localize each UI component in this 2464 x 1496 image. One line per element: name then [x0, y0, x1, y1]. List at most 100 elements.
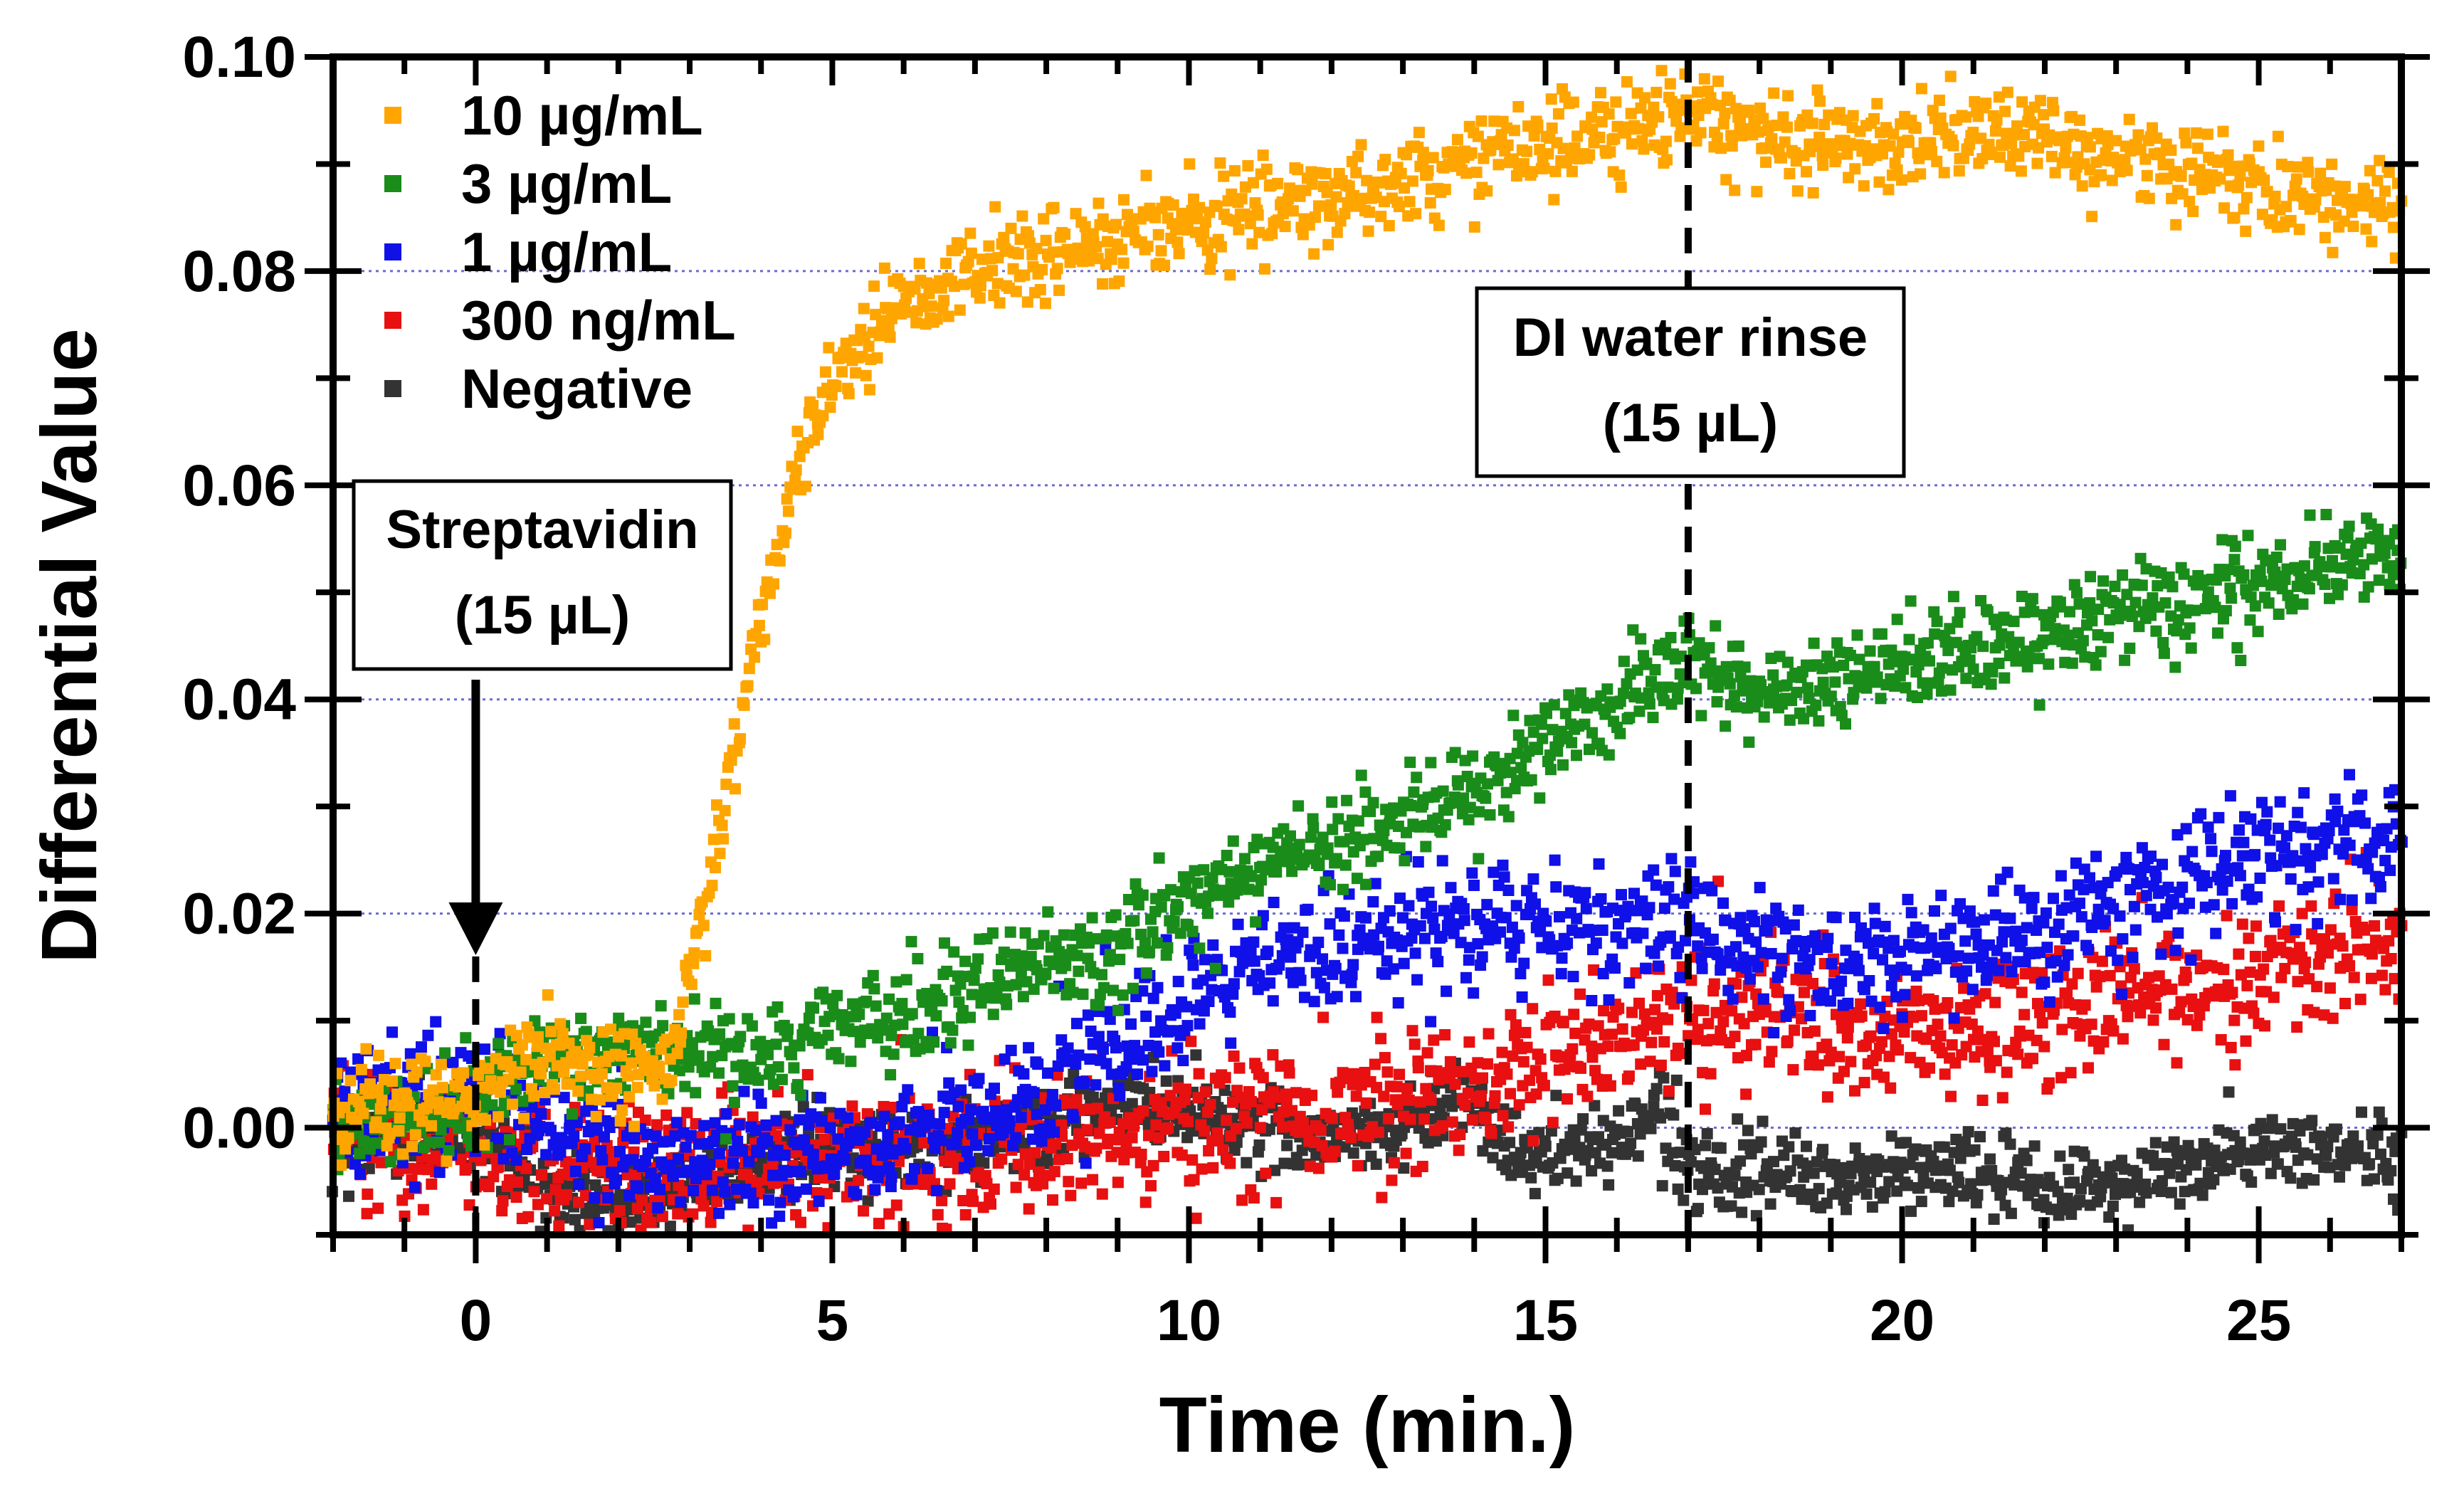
data-point [2026, 902, 2038, 915]
data-point [1444, 1055, 1456, 1068]
data-point [1162, 942, 1174, 954]
data-point [1017, 991, 1029, 1003]
data-point [2379, 855, 2391, 867]
data-point [1446, 1116, 1458, 1128]
data-point [1495, 926, 1507, 938]
data-point [1865, 1030, 1877, 1042]
data-point [873, 1218, 885, 1230]
data-point [1959, 1136, 1971, 1148]
data-point [1567, 1043, 1579, 1055]
data-point [1207, 1161, 1219, 1174]
data-point [1680, 934, 1691, 947]
data-point [1193, 1068, 1205, 1080]
data-point [1153, 1046, 1165, 1058]
data-point [1646, 1036, 1658, 1048]
data-point [1727, 993, 1739, 1005]
data-point [1168, 915, 1180, 927]
data-point [2233, 824, 2245, 836]
data-point [2021, 660, 2033, 673]
data-point [2134, 1007, 2147, 1019]
data-point [1125, 1018, 1137, 1030]
data-point [1245, 1096, 1257, 1107]
data-point [869, 1184, 881, 1196]
data-point [2316, 1131, 2328, 1143]
data-point [1420, 841, 1432, 853]
data-point [1724, 678, 1736, 690]
data-point [2279, 963, 2291, 974]
data-point [1575, 1062, 1586, 1074]
data-point [1764, 1198, 1776, 1210]
data-point [1285, 830, 1296, 842]
data-point [1010, 1181, 1022, 1194]
data-point [2125, 971, 2137, 984]
data-point [1789, 1024, 1801, 1036]
data-point [1967, 663, 1979, 675]
data-point [988, 1183, 1000, 1195]
data-point [893, 1116, 905, 1128]
data-point [1910, 1143, 1922, 1155]
data-point [1329, 1145, 1341, 1157]
data-point [1575, 687, 1587, 699]
data-point [1813, 715, 1825, 727]
data-point [962, 1039, 974, 1051]
data-point [2196, 1189, 2208, 1201]
data-point [2202, 821, 2214, 833]
data-point [749, 1124, 762, 1137]
data-point [1439, 818, 1451, 831]
data-point [935, 1134, 947, 1147]
data-point [2140, 1187, 2152, 1199]
data-point [2388, 1193, 2399, 1205]
data-point [2382, 1174, 2394, 1186]
data-point [779, 1149, 791, 1161]
data-point [1583, 1018, 1595, 1031]
data-point [2040, 907, 2052, 919]
data-point [876, 1149, 888, 1161]
data-point [2311, 981, 2323, 993]
data-point [1590, 937, 1602, 949]
data-point [594, 1165, 606, 1177]
data-point [596, 1154, 609, 1166]
data-point [1752, 961, 1764, 973]
data-point [1868, 948, 1880, 959]
data-point [1849, 1085, 1860, 1097]
data-point [1260, 1167, 1272, 1179]
data-point [1788, 919, 1800, 931]
data-point [1363, 1112, 1374, 1124]
data-point [1155, 1097, 1167, 1109]
data-point [1601, 683, 1613, 695]
data-point [1411, 771, 1423, 784]
data-point [1807, 1050, 1819, 1063]
data-point [1181, 1132, 1194, 1144]
data-point [1603, 994, 1615, 1006]
data-point [763, 1194, 774, 1206]
data-point [1114, 1090, 1126, 1102]
data-point [376, 1157, 388, 1169]
data-point [2244, 1154, 2256, 1166]
data-point [1804, 954, 1816, 966]
data-point [1502, 885, 1515, 896]
data-point [720, 1107, 732, 1120]
data-point [1708, 978, 1720, 990]
data-point [952, 1100, 964, 1112]
data-point [2258, 963, 2270, 975]
data-point [1552, 745, 1564, 757]
data-point [494, 1028, 506, 1040]
data-point [1179, 1094, 1191, 1106]
data-point [1292, 800, 1305, 812]
data-point [460, 1032, 472, 1044]
data-point [2210, 927, 2222, 939]
data-point [430, 1016, 442, 1028]
data-point [1345, 1132, 1357, 1144]
data-point [1105, 1068, 1117, 1080]
data-point [762, 1048, 774, 1060]
data-point [442, 1133, 454, 1145]
data-point [1016, 950, 1028, 962]
data-point [1196, 1163, 1208, 1175]
data-point [2365, 892, 2377, 905]
data-point [2376, 969, 2388, 981]
data-point [900, 1143, 912, 1155]
data-point [372, 1202, 384, 1214]
data-point [2245, 1176, 2258, 1188]
data-point [1537, 732, 1549, 744]
data-point [1042, 906, 1054, 918]
